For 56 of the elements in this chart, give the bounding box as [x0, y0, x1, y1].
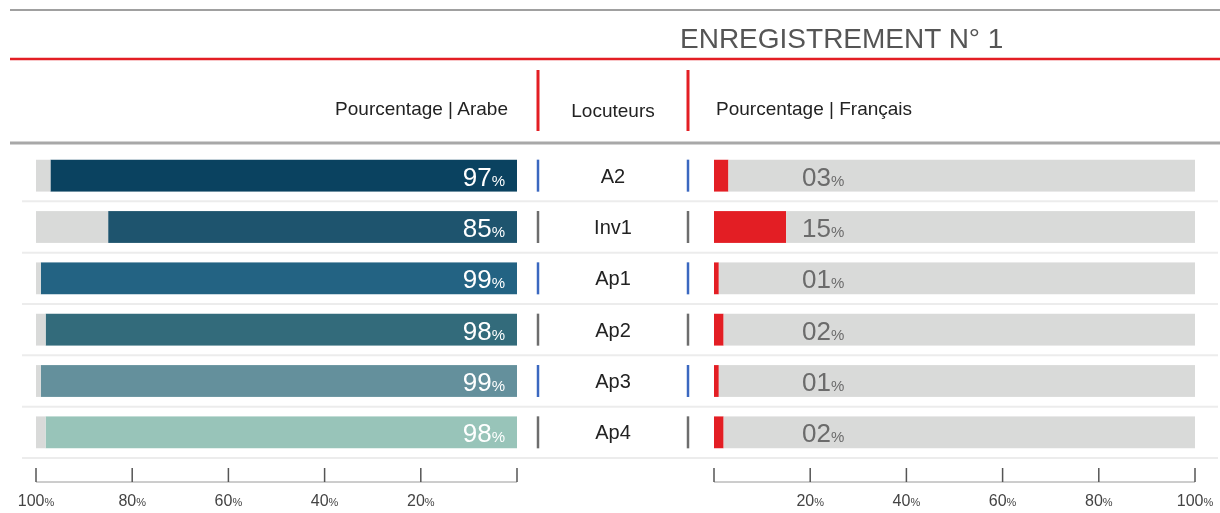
data-label: 02%: [802, 315, 845, 346]
data-label: 03%: [802, 161, 845, 192]
chart-title: ENREGISTREMENT N° 1: [680, 23, 1004, 54]
y-tick-label: Ap1: [595, 267, 631, 290]
bar: [714, 211, 787, 243]
bar: [714, 365, 719, 397]
data-label: 99%: [462, 367, 505, 397]
y-tick-label: Ap2: [595, 318, 631, 341]
y-axis-title: Locuteurs: [571, 100, 655, 121]
x-tick-label: 20%: [407, 492, 435, 509]
bar: [714, 262, 719, 295]
x-tick-label: 40%: [310, 492, 339, 509]
bar: [36, 211, 109, 243]
bar: [36, 416, 46, 449]
y-tick-label: Inv1: [594, 216, 632, 238]
data-label: 97%: [462, 161, 505, 192]
bar: [45, 416, 517, 449]
bar: [50, 159, 517, 192]
x-tick-label: 60%: [988, 492, 1017, 509]
bar: [36, 159, 51, 192]
bar: [36, 365, 41, 397]
data-label: 98%: [462, 418, 505, 449]
x-tick-label: 80%: [1085, 492, 1113, 509]
bar: [718, 365, 1195, 397]
bar: [45, 313, 517, 346]
data-label: 15%: [802, 213, 845, 243]
x-tick-label: 100%: [17, 492, 55, 509]
data-label: 01%: [802, 367, 845, 397]
bar: [723, 313, 1195, 346]
bar: [714, 159, 729, 192]
bar: [40, 365, 517, 397]
data-label: 85%: [462, 213, 505, 243]
y-tick-label: Ap4: [595, 421, 631, 444]
bar: [108, 211, 517, 243]
chart-title: Pourcentage | Arabe: [335, 98, 508, 119]
bar: [36, 262, 41, 295]
y-tick-label: Ap3: [595, 370, 631, 392]
x-tick-label: 60%: [214, 492, 243, 509]
bar: [714, 416, 724, 449]
data-label: 01%: [802, 264, 845, 295]
bar: [786, 211, 1195, 243]
bar: [728, 159, 1195, 192]
bar: [36, 313, 46, 346]
x-tick-label: 20%: [796, 492, 825, 509]
bar: [723, 416, 1195, 449]
bar: [714, 313, 724, 346]
bar: [718, 262, 1195, 295]
y-tick-label: A2: [600, 164, 626, 187]
x-tick-label: 100%: [1176, 492, 1214, 509]
bar: [40, 262, 517, 295]
data-label: 98%: [462, 315, 505, 346]
x-tick-label: 80%: [118, 492, 147, 509]
data-label: 02%: [802, 418, 845, 449]
x-tick-label: 40%: [892, 492, 921, 509]
data-label: 99%: [462, 264, 505, 295]
chart-subtitle: Pourcentage | Français: [716, 98, 913, 119]
